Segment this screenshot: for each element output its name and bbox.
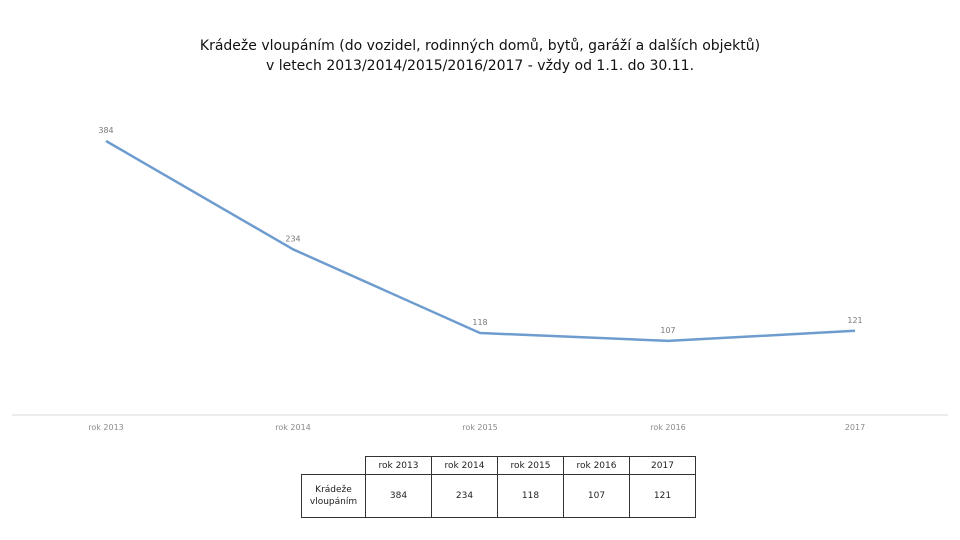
data-table-header-row: rok 2013 rok 2014 rok 2015 rok 2016 2017 <box>302 456 696 475</box>
data-table-value: 384 <box>365 474 432 518</box>
data-label: 234 <box>285 234 300 243</box>
data-table-value: 118 <box>497 474 564 518</box>
data-table-header: rok 2016 <box>563 456 630 475</box>
data-label: 121 <box>847 316 862 325</box>
data-table-series-name: Krádeže vloupáním <box>301 474 366 518</box>
data-table-value: 234 <box>431 474 498 518</box>
x-tick-label: rok 2013 <box>88 423 124 432</box>
chart-title: Krádeže vloupáním (do vozidel, rodinných… <box>0 36 960 76</box>
x-axis-tick-labels: rok 2013 rok 2014 rok 2015 rok 2016 2017 <box>88 423 865 432</box>
data-label: 118 <box>472 318 487 327</box>
series-line <box>105 139 856 343</box>
data-labels: 384 234 118 107 121 <box>98 126 862 335</box>
x-tick-label: rok 2015 <box>462 423 498 432</box>
data-table-row: Krádeže vloupáním 384 234 118 107 121 <box>301 474 696 518</box>
data-table-value: 107 <box>563 474 630 518</box>
data-table: rok 2013 rok 2014 rok 2015 rok 2016 2017… <box>301 456 696 518</box>
data-table-value: 121 <box>629 474 696 518</box>
x-tick-label: rok 2016 <box>650 423 686 432</box>
data-table-header: 2017 <box>629 456 696 475</box>
data-label: 384 <box>98 126 113 135</box>
x-tick-label: 2017 <box>845 423 865 432</box>
data-label: 107 <box>660 326 675 335</box>
chart-title-line-1: Krádeže vloupáním (do vozidel, rodinných… <box>199 38 761 54</box>
data-table-corner <box>302 457 366 475</box>
data-table-header: rok 2014 <box>431 456 498 475</box>
chart-title-line-2: v letech 2013/2014/2015/2016/2017 - vždy… <box>265 58 695 74</box>
series-layer <box>105 139 856 343</box>
data-table-header: rok 2015 <box>497 456 564 475</box>
data-table-header: rok 2013 <box>365 456 432 475</box>
line-chart: 384 234 118 107 121 rok 2013 rok 2014 rok 2015… <box>12 126 948 432</box>
x-tick-label: rok 2014 <box>275 423 311 432</box>
